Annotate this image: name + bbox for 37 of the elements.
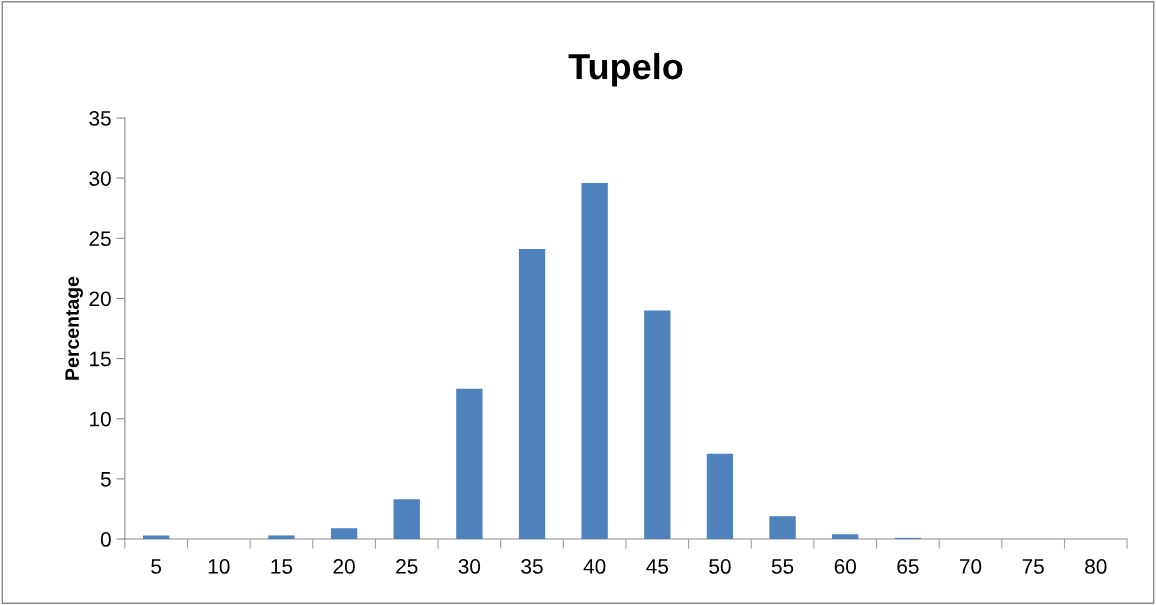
y-tick-label: 15 — [90, 351, 111, 367]
x-tick-label: 30 — [458, 559, 481, 574]
x-tick-label: 40 — [583, 559, 606, 574]
x-tick-label: 45 — [646, 559, 669, 574]
bar — [706, 453, 734, 540]
bar — [393, 499, 420, 540]
y-tick-label: 30 — [89, 171, 111, 186]
bar — [581, 182, 608, 540]
x-tick-label: 80 — [1085, 559, 1107, 574]
x-tick-label: 75 — [1022, 559, 1044, 574]
x-tick-label: 70 — [959, 559, 982, 574]
y-axis-title: Percentage — [65, 276, 83, 380]
bar — [518, 249, 546, 540]
x-tick-label: 15 — [271, 559, 293, 574]
y-tick-label: 10 — [90, 411, 111, 427]
bar — [143, 535, 170, 540]
bar — [456, 388, 483, 540]
y-tick-label: 35 — [89, 110, 111, 126]
x-tick-label: 35 — [521, 559, 543, 574]
bar — [832, 534, 859, 540]
x-tick-label: 60 — [834, 559, 856, 574]
x-tick-label: 10 — [208, 559, 230, 574]
x-tick-label: 65 — [897, 559, 919, 574]
x-tick-label: 50 — [709, 559, 731, 574]
x-tick-label: 5 — [151, 559, 162, 574]
bar — [644, 310, 671, 540]
bar — [769, 516, 796, 540]
x-tick-label: 55 — [771, 559, 794, 574]
y-tick-label: 5 — [100, 472, 111, 487]
y-tick-label: 20 — [89, 291, 111, 307]
bar — [268, 535, 295, 540]
chart-title: Tupelo — [568, 52, 683, 87]
x-tick-label: 20 — [333, 559, 355, 574]
x-tick-label: 25 — [396, 559, 418, 574]
y-tick-label: 25 — [89, 231, 111, 247]
y-tick-label: 0 — [100, 532, 111, 547]
bar — [330, 528, 358, 540]
